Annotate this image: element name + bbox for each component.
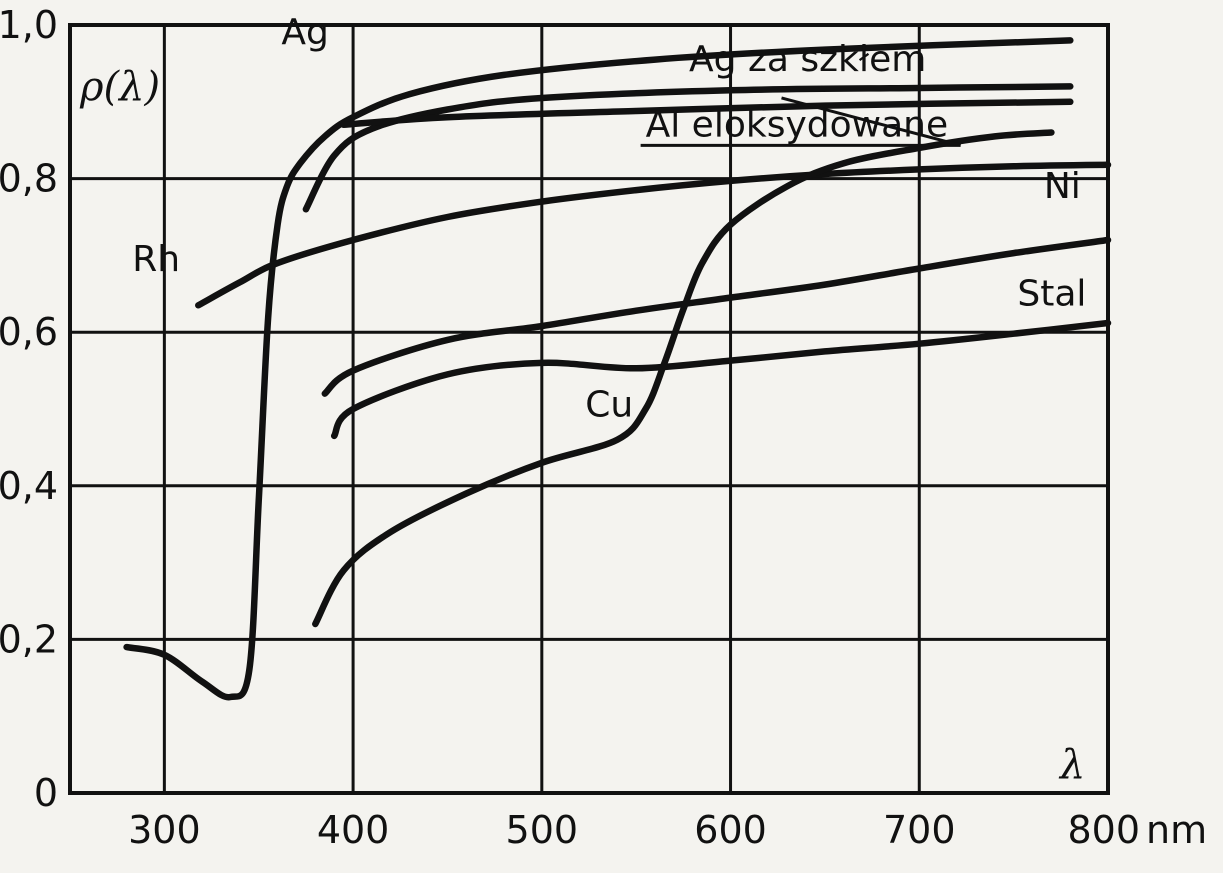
series-label-stal: Stal bbox=[1017, 273, 1086, 314]
y-tick-labels: 0 0,2 0,4 0,6 0,8 1,0 bbox=[0, 3, 58, 815]
series-line-rh bbox=[195, 161, 1112, 309]
series-line-stal bbox=[330, 319, 1112, 440]
x-axis-label: λ bbox=[1058, 742, 1085, 788]
series-line-ag bbox=[123, 37, 1074, 701]
series-line-ni bbox=[321, 236, 1112, 397]
x-tick-label: 500 bbox=[506, 808, 579, 852]
series-line-cu bbox=[312, 129, 1055, 628]
x-tick-label: 300 bbox=[128, 808, 201, 852]
y-tick-label: 0,2 bbox=[0, 617, 58, 661]
series-line-al-eloksydowane bbox=[340, 98, 1074, 129]
series-line-ag-za-szk-em bbox=[302, 83, 1074, 213]
series-label-leader bbox=[781, 96, 962, 147]
y-tick-label: 0 bbox=[34, 771, 58, 815]
y-tick-label: 0,8 bbox=[0, 157, 58, 201]
x-tick-label: 400 bbox=[317, 808, 390, 852]
series-label-al-eloksydowane: Al eloksydowane bbox=[646, 104, 949, 145]
series-label-ni: Ni bbox=[1044, 166, 1081, 207]
series-labels: Ag Ag za szkłem Al eloksydowane Rh Ni Stal Cu bbox=[132, 12, 1086, 425]
y-tick-label: 1,0 bbox=[0, 3, 58, 47]
plot-frame bbox=[68, 23, 1110, 795]
x-tick-label: 600 bbox=[694, 808, 767, 852]
series-label-ag: Ag bbox=[281, 12, 328, 53]
x-tick-label: 800 bbox=[1067, 808, 1140, 852]
series-label-rh: Rh bbox=[132, 239, 180, 280]
y-axis-label: ρ(λ) bbox=[79, 64, 160, 110]
series-curves bbox=[123, 37, 1112, 701]
series-label-cu: Cu bbox=[585, 385, 633, 426]
y-tick-label: 0,4 bbox=[0, 464, 58, 508]
series-label-ag-za-szk-em: Ag za szkłem bbox=[689, 39, 926, 80]
x-tick-labels: 300 400 500 600 700 800 bbox=[128, 808, 1140, 852]
x-axis-unit: nm bbox=[1146, 808, 1207, 852]
x-tick-label: 700 bbox=[883, 808, 956, 852]
y-tick-label: 0,6 bbox=[0, 310, 58, 354]
